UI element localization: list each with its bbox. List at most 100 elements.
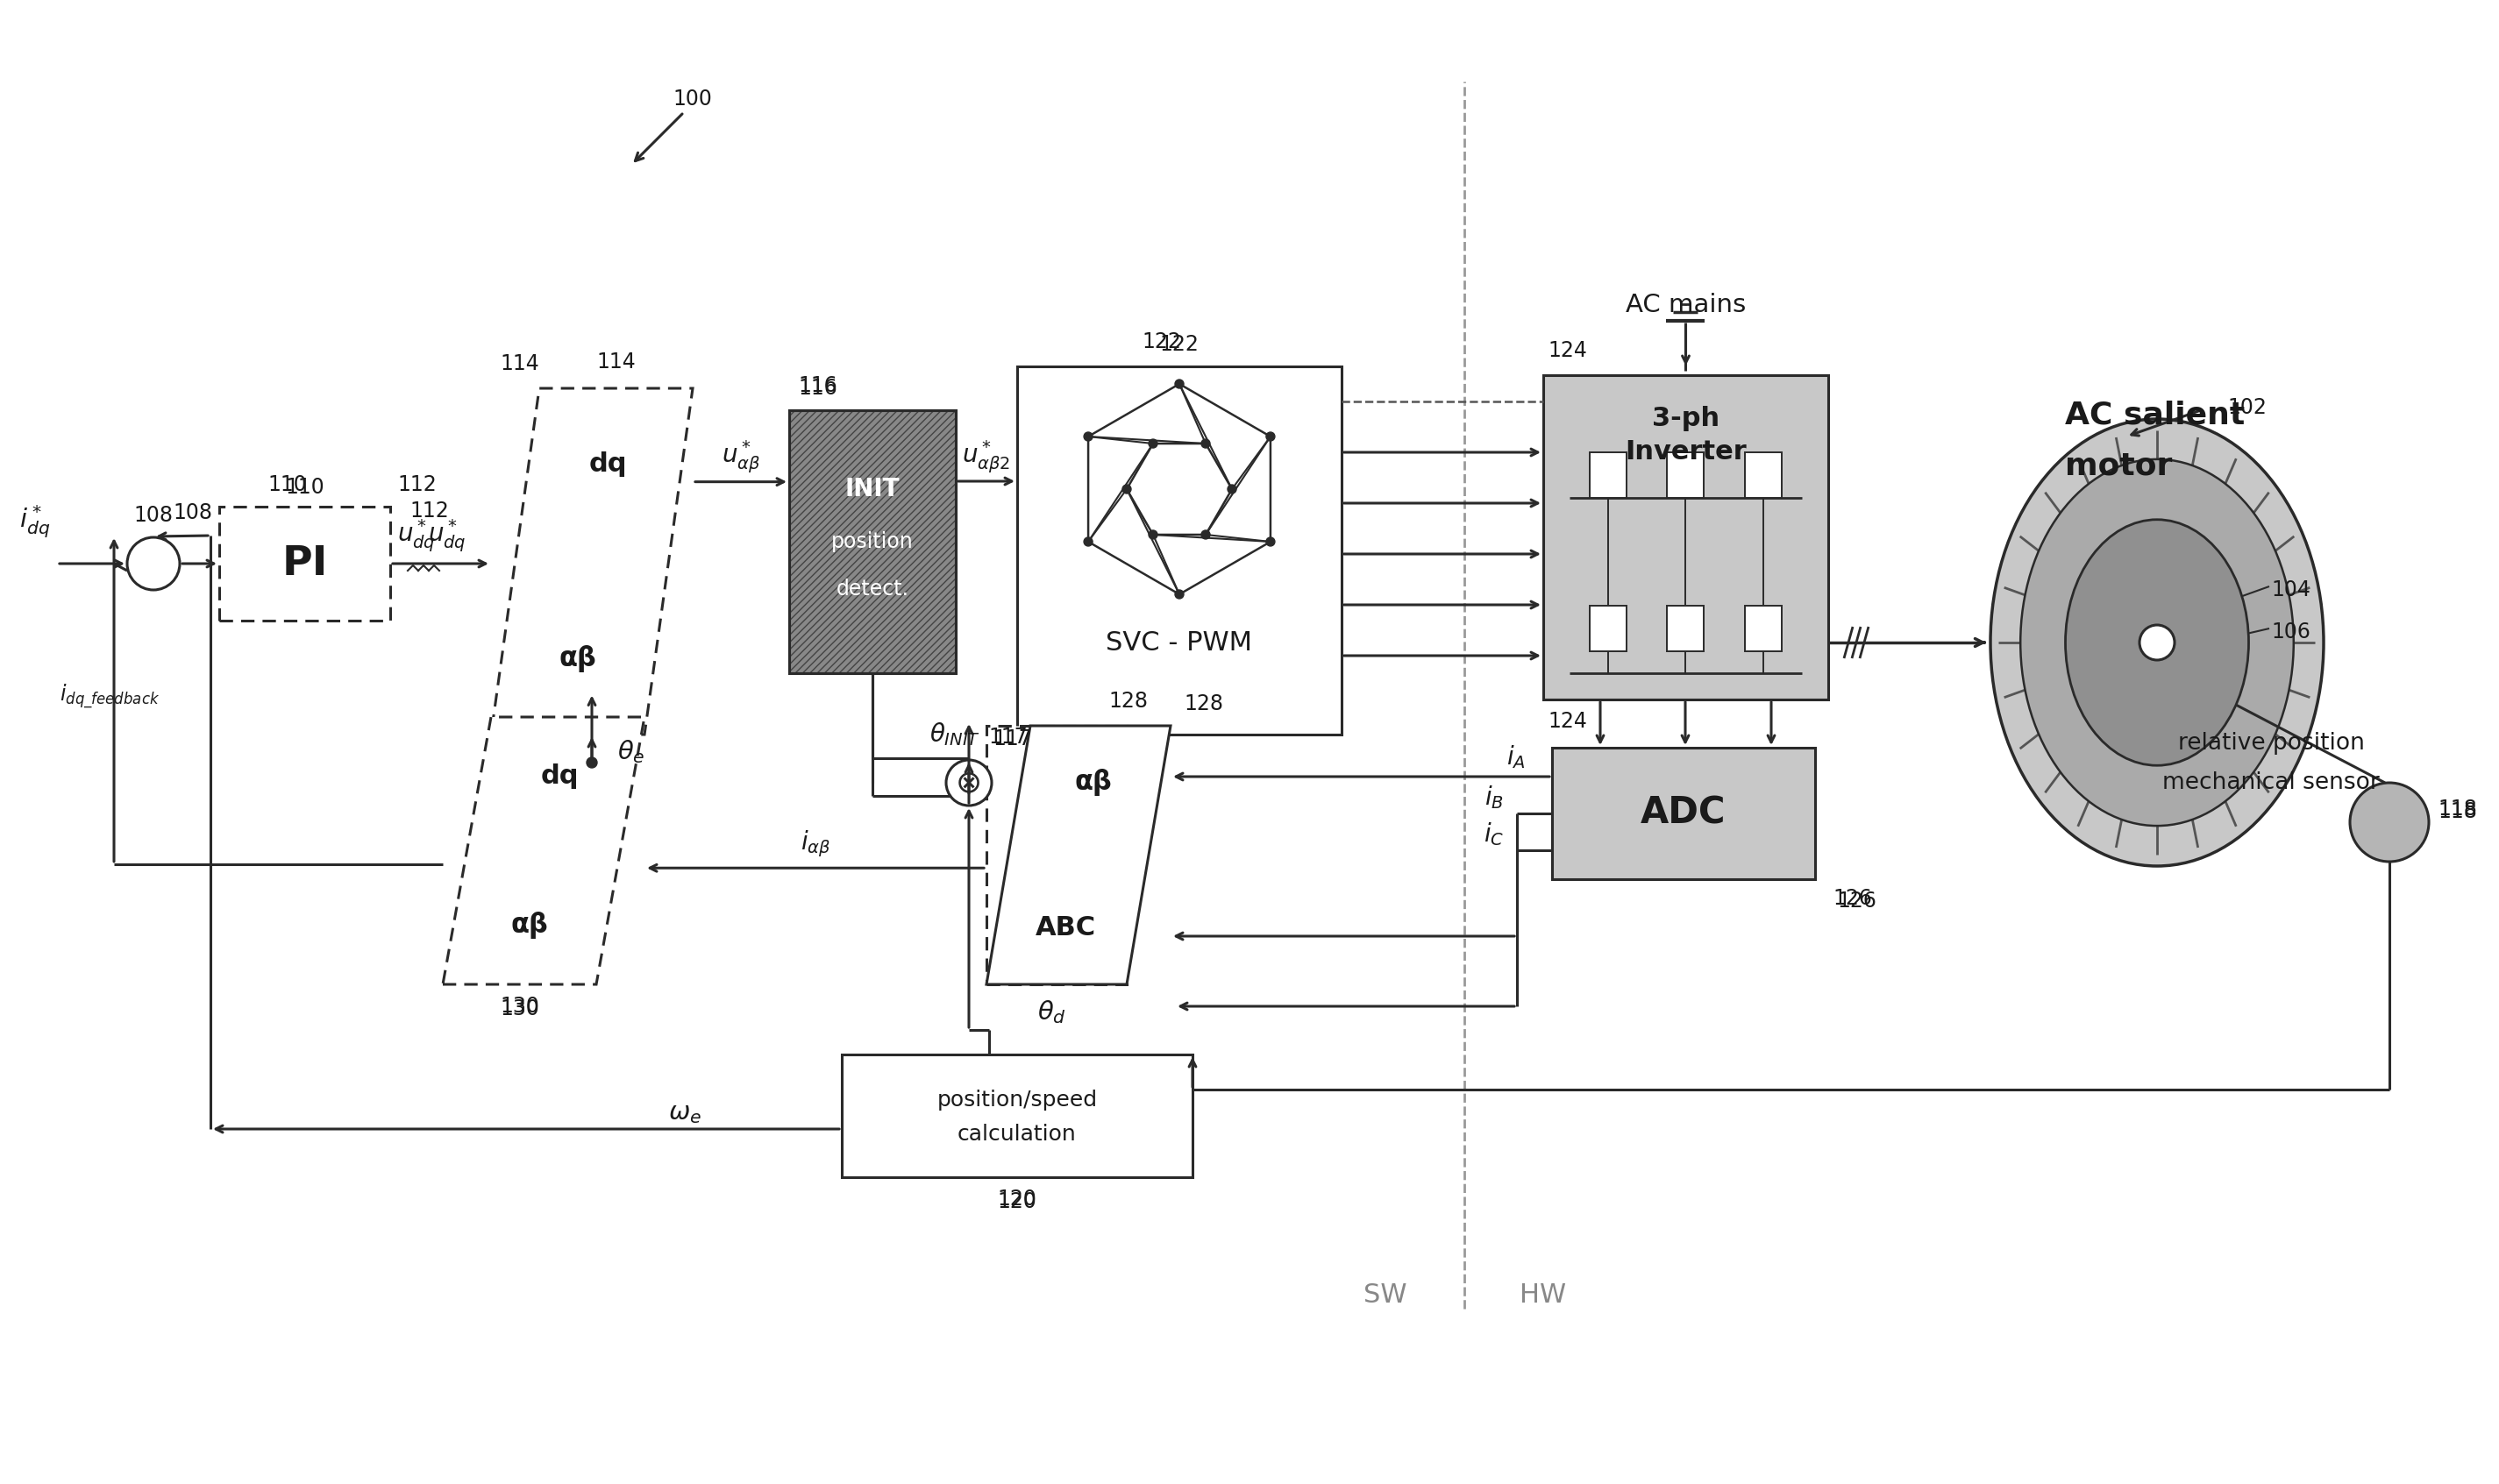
Text: $u^*_{dq}$: $u^*_{dq}$ xyxy=(427,518,467,554)
Bar xyxy=(1589,453,1627,497)
Text: relative position: relative position xyxy=(2177,732,2364,755)
Text: 116: 116 xyxy=(797,375,837,396)
Bar xyxy=(220,506,390,620)
Text: $i^*_{dq}$: $i^*_{dq}$ xyxy=(20,503,50,540)
Text: αβ: αβ xyxy=(560,644,597,672)
Text: position: position xyxy=(832,531,915,552)
Circle shape xyxy=(1085,537,1092,546)
Bar xyxy=(790,410,955,674)
Text: αβ: αβ xyxy=(1075,769,1112,797)
Circle shape xyxy=(2139,625,2174,660)
Bar xyxy=(987,726,1127,984)
Text: 110: 110 xyxy=(285,476,325,497)
Text: $i_A$: $i_A$ xyxy=(1507,743,1527,770)
Bar xyxy=(790,410,955,674)
Text: 114: 114 xyxy=(500,353,540,374)
Circle shape xyxy=(1175,591,1185,598)
Text: 117: 117 xyxy=(992,729,1032,749)
Text: 126: 126 xyxy=(1837,890,1877,911)
Text: $i_{dq\_feedback}$: $i_{dq\_feedback}$ xyxy=(60,683,160,711)
Text: 110: 110 xyxy=(267,475,307,496)
Ellipse shape xyxy=(2064,519,2249,766)
Text: 104: 104 xyxy=(2272,579,2312,601)
Polygon shape xyxy=(987,726,1170,984)
Text: 118: 118 xyxy=(2437,801,2477,822)
Text: $i_C$: $i_C$ xyxy=(1484,821,1504,847)
Text: 114: 114 xyxy=(597,352,635,372)
Text: 124: 124 xyxy=(1547,340,1587,361)
Text: 126: 126 xyxy=(1832,887,1872,910)
Text: 130: 130 xyxy=(500,996,540,1017)
Text: 3-ph: 3-ph xyxy=(1652,407,1719,432)
Text: $i_{\alpha\beta}$: $i_{\alpha\beta}$ xyxy=(800,828,830,859)
Text: 120: 120 xyxy=(997,1192,1037,1212)
Circle shape xyxy=(1150,439,1157,448)
Circle shape xyxy=(1227,485,1237,494)
Text: 118: 118 xyxy=(2437,798,2477,819)
Circle shape xyxy=(1202,439,1210,448)
Text: INIT: INIT xyxy=(845,476,900,502)
Circle shape xyxy=(1202,530,1210,539)
Text: SVC - PWM: SVC - PWM xyxy=(1107,629,1252,656)
Polygon shape xyxy=(442,717,645,984)
Bar xyxy=(790,410,955,674)
Ellipse shape xyxy=(1989,418,2324,867)
Text: position/speed: position/speed xyxy=(937,1089,1097,1110)
Text: AC salient: AC salient xyxy=(2064,399,2244,429)
Text: 120: 120 xyxy=(997,1189,1037,1209)
Text: 124: 124 xyxy=(1547,711,1587,732)
Text: $\theta_{INIT}$: $\theta_{INIT}$ xyxy=(930,721,980,748)
Circle shape xyxy=(127,537,180,591)
Text: 128: 128 xyxy=(1110,690,1147,712)
Text: 102: 102 xyxy=(2227,398,2267,418)
Text: dq: dq xyxy=(540,763,580,788)
Bar xyxy=(1017,367,1342,735)
Bar xyxy=(1744,453,1782,497)
Text: ⊗: ⊗ xyxy=(955,767,982,798)
Text: HW: HW xyxy=(1519,1282,1567,1309)
Text: 122: 122 xyxy=(1160,334,1200,355)
Text: SW: SW xyxy=(1364,1282,1407,1309)
Text: $i_B$: $i_B$ xyxy=(1484,784,1504,812)
Ellipse shape xyxy=(2019,459,2294,825)
Text: dq: dq xyxy=(590,451,627,478)
Text: motor: motor xyxy=(2064,451,2172,481)
Text: $u^*_{\alpha\beta 2}$: $u^*_{\alpha\beta 2}$ xyxy=(962,438,1010,475)
Circle shape xyxy=(1267,537,1274,546)
Text: αβ: αβ xyxy=(510,913,547,939)
Text: $\theta_e$: $\theta_e$ xyxy=(617,739,645,766)
Text: calculation: calculation xyxy=(957,1123,1077,1144)
Text: 108: 108 xyxy=(135,505,172,525)
Circle shape xyxy=(1267,432,1274,441)
Circle shape xyxy=(587,757,597,767)
Circle shape xyxy=(1150,530,1157,539)
Text: 122: 122 xyxy=(1142,331,1182,352)
Bar xyxy=(1552,748,1814,879)
Text: 128: 128 xyxy=(1185,693,1222,714)
Text: ABC: ABC xyxy=(1035,914,1095,941)
Polygon shape xyxy=(490,389,692,735)
Circle shape xyxy=(1122,485,1132,494)
Text: 130: 130 xyxy=(500,999,540,1020)
Bar xyxy=(1744,605,1782,651)
Text: 117: 117 xyxy=(990,727,1027,748)
Circle shape xyxy=(1175,380,1185,389)
Text: 112: 112 xyxy=(410,500,450,521)
Circle shape xyxy=(947,760,992,806)
Text: 112: 112 xyxy=(397,475,437,496)
Text: $\omega_e$: $\omega_e$ xyxy=(667,1101,702,1125)
Text: 108: 108 xyxy=(172,502,212,524)
Bar xyxy=(1589,605,1627,651)
Text: 116: 116 xyxy=(797,378,837,399)
Text: $\theta_d$: $\theta_d$ xyxy=(1037,999,1067,1025)
Bar xyxy=(842,1055,1192,1177)
Text: 106: 106 xyxy=(2272,622,2312,643)
Circle shape xyxy=(2349,782,2429,862)
Text: mechanical sensor: mechanical sensor xyxy=(2162,772,2379,794)
Text: PI: PI xyxy=(282,545,327,583)
Text: detect.: detect. xyxy=(837,579,910,600)
Text: $u^*_{\alpha\beta}$: $u^*_{\alpha\beta}$ xyxy=(722,439,760,475)
Text: ADC: ADC xyxy=(1642,795,1727,833)
Text: AC mains: AC mains xyxy=(1624,292,1747,318)
Bar xyxy=(1667,453,1704,497)
